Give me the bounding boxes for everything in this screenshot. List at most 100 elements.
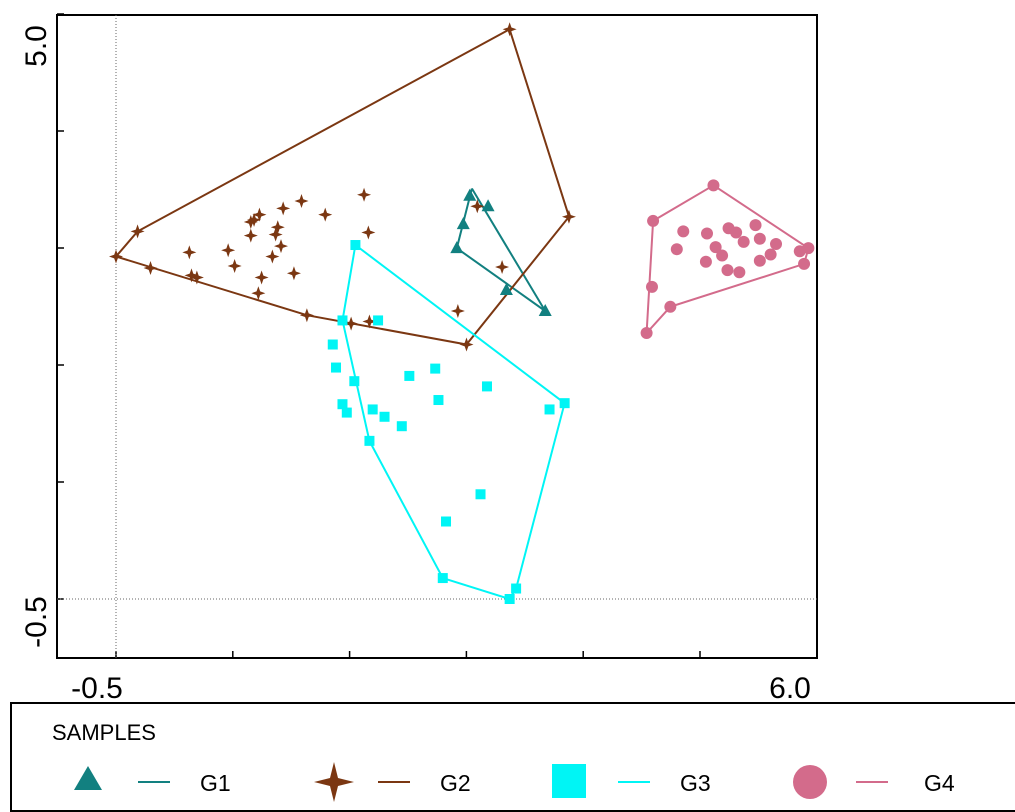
point-g2 [299,308,314,323]
hull-g2 [114,28,571,346]
point-g4 [677,225,690,238]
point-g3 [481,381,492,392]
point-g2 [495,260,510,275]
point-g2 [450,304,465,318]
point-g1 [456,217,470,230]
point-g4 [764,248,777,261]
point-g2 [361,225,376,240]
legend-item-g2: G2 [312,760,532,804]
point-g2 [294,194,309,209]
point-g4 [700,227,713,240]
scatter-chart: -0.5 6.0 -0.5 5.0 [20,13,818,700]
legend-swatch-g1 [74,766,170,790]
point-g4 [645,280,658,293]
point-g2 [344,316,359,331]
axis-ticks [57,13,818,658]
point-g4 [733,266,746,279]
point-g2 [189,270,204,285]
point-g2 [182,245,197,260]
point-g2 [502,22,517,37]
data-points [109,22,815,604]
point-g2 [470,199,485,214]
point-g2 [254,270,269,285]
point-g1 [499,283,513,296]
legend-label-g4: G4 [924,770,955,796]
point-g3 [437,573,448,584]
point-g3 [404,370,415,381]
point-g2 [362,314,377,329]
legend: SAMPLES G1 G2 G3 G4 [10,702,1015,812]
group-hulls [114,28,810,601]
legend-label-g2: G2 [440,770,471,796]
point-g2 [251,286,266,301]
point-g3 [373,315,384,326]
point-g2 [276,201,291,216]
point-g2 [274,239,289,254]
point-g3 [433,395,444,406]
point-g2 [286,266,301,281]
point-g2 [268,227,283,242]
x-tick-label-max: 6.0 [769,672,811,700]
point-g2 [221,243,236,258]
hull-g3 [341,244,566,601]
point-g2 [270,220,285,235]
point-g3 [511,583,522,594]
point-g4 [647,214,660,227]
circle-marker-icon [793,765,827,799]
point-g4 [793,245,806,258]
point-g2 [265,249,280,264]
legend-label-g1: G1 [200,770,231,796]
point-g4 [716,249,729,262]
point-g4 [798,257,811,270]
point-g3 [559,398,570,409]
legend-swatch-g4 [793,765,888,799]
point-g4 [709,241,722,254]
point-g3 [349,376,360,387]
point-g2 [561,209,576,224]
point-g2 [247,212,262,227]
point-g1 [463,188,477,201]
point-g1 [538,304,552,316]
legend-title: SAMPLES [52,720,156,745]
point-g2 [143,261,158,276]
reference-lines [57,15,817,658]
point-g3 [504,594,515,604]
point-g3 [430,363,441,374]
y-tick-label-min: -0.5 [20,596,53,648]
point-g2 [459,337,474,352]
point-g2 [227,258,242,273]
point-g1 [481,199,495,212]
point-g3 [441,516,452,527]
triangle-marker-icon [74,766,102,790]
x-tick-label-min: -0.5 [71,672,123,700]
point-g3 [544,404,555,415]
point-g2 [243,214,258,229]
point-g2 [357,187,372,202]
point-g3 [341,407,352,418]
legend-label-g3: G3 [680,770,711,796]
legend-item-g3: G3 [552,760,772,804]
point-g3 [350,240,361,251]
point-g3 [331,362,342,373]
star4-marker-icon [314,762,354,802]
legend-item-g1: G1 [72,760,292,804]
point-g3 [327,339,338,350]
point-g4 [707,179,720,192]
legend-swatch-g2 [314,762,410,802]
point-g4 [749,219,762,232]
point-g4 [664,300,677,313]
point-g2 [130,224,145,239]
point-g2 [252,207,267,222]
y-tick-label-max: 5.0 [20,25,53,67]
point-g3 [337,399,348,410]
point-g3 [379,411,390,422]
point-g2 [184,268,199,283]
point-g3 [337,315,348,326]
point-g4 [730,226,743,239]
point-g2 [109,249,123,264]
hull-g1 [455,187,547,312]
point-g3 [367,404,378,415]
point-g4 [721,264,734,277]
point-g3 [364,435,375,446]
point-g4 [753,232,766,245]
